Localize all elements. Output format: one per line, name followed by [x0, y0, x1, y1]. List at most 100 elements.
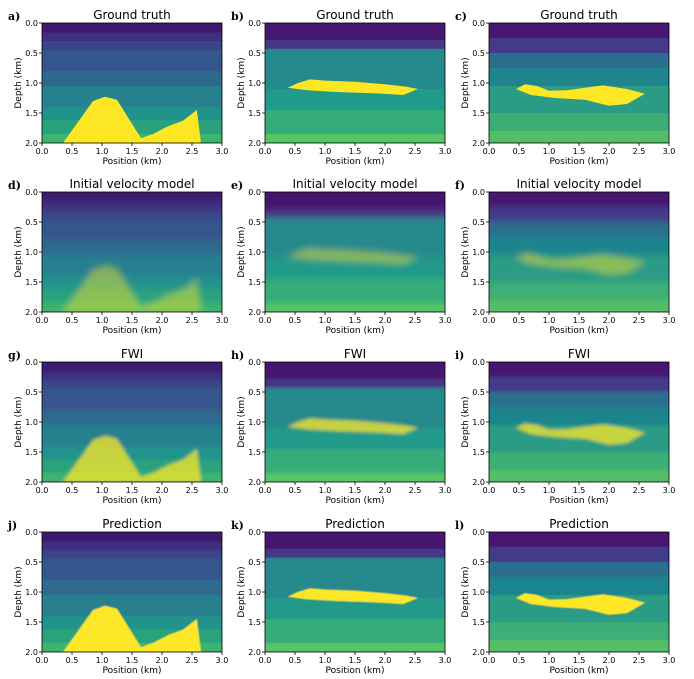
y-tick-label: 2.0	[25, 308, 38, 317]
velocity-layer	[42, 446, 222, 461]
panel-title: Ground truth	[316, 8, 394, 22]
x-tick-label: 1.0	[543, 656, 556, 665]
x-tick-label: 2.5	[186, 147, 199, 156]
heatmap-content	[42, 532, 222, 652]
x-tick-label: 0.0	[483, 147, 496, 156]
y-axis-label: Depth (km)	[14, 396, 24, 447]
y-tick-label: 2.0	[472, 648, 485, 657]
y-tick-label: 0.0	[472, 188, 485, 197]
y-tick-label: 1.5	[25, 109, 38, 118]
x-tick-label: 1.0	[96, 656, 109, 665]
panel-a: Ground truth a) 0.0 0.5 1.0 1.5 2.0 2.5 3.0 0.0 0.…	[8, 8, 229, 167]
panel-label: e)	[231, 179, 243, 192]
y-tick-label: 1.5	[248, 618, 261, 627]
x-tick-label: 1.5	[349, 316, 362, 325]
y-tick-label: 0.5	[472, 388, 485, 397]
y-tick-label: 0.0	[472, 528, 485, 537]
panel-c: Ground truth c) 0.0 0.5 1.0 1.5 2.0 2.5 3.0 0.0 0.…	[455, 8, 675, 167]
x-axis-label: Position (km)	[550, 326, 609, 336]
y-tick-label: 0.0	[248, 188, 261, 197]
velocity-layer	[489, 113, 669, 132]
velocity-layer	[265, 192, 445, 210]
heatmap-area	[265, 23, 445, 143]
heatmap-area	[489, 362, 669, 482]
x-tick-label: 3.0	[663, 486, 676, 495]
velocity-layer	[265, 39, 445, 50]
x-tick-label: 1.5	[349, 147, 362, 156]
velocity-layer	[265, 643, 445, 652]
x-axis-label: Position (km)	[103, 157, 162, 167]
panel-label: g)	[8, 349, 21, 362]
y-tick-label: 2.0	[472, 139, 485, 148]
x-axis-label: Position (km)	[550, 496, 609, 506]
velocity-layer	[42, 107, 222, 122]
y-tick-label: 2.0	[472, 308, 485, 317]
x-tick-label: 2.5	[633, 147, 646, 156]
y-axis-label: Depth (km)	[461, 566, 471, 617]
x-tick-label: 3.0	[216, 147, 229, 156]
anomaly-body	[287, 79, 418, 95]
velocity-layer	[265, 473, 445, 482]
x-tick-label: 1.0	[96, 316, 109, 325]
x-tick-label: 2.0	[379, 656, 392, 665]
x-tick-label: 0.5	[289, 316, 302, 325]
y-tick-label: 1.0	[472, 418, 485, 427]
y-tick-label: 1.0	[472, 588, 485, 597]
panel-title: FWI	[568, 347, 590, 361]
y-tick-label: 1.5	[25, 448, 38, 457]
velocity-layer	[489, 53, 669, 69]
velocity-layer	[489, 547, 669, 563]
x-tick-label: 0.5	[289, 656, 302, 665]
x-tick-label: 0.0	[36, 147, 49, 156]
velocity-layer	[489, 68, 669, 87]
anomaly-body	[287, 418, 418, 434]
heatmap-area	[489, 532, 669, 652]
heatmap-area	[265, 532, 445, 652]
velocity-layer	[42, 210, 222, 220]
x-tick-label: 0.0	[259, 147, 272, 156]
panel-title: Ground truth	[540, 8, 618, 22]
y-tick-label: 2.0	[248, 648, 261, 657]
panel-e: Initial velocity model e) 0.0 0.5 1.0 1.5 2.0 2…	[231, 177, 451, 336]
x-tick-label: 2.5	[409, 656, 422, 665]
velocity-layer	[265, 110, 445, 135]
velocity-layer	[42, 410, 222, 426]
anomaly-body	[516, 423, 645, 445]
panel-l: Prediction l) 0.0 0.5 1.0 1.5 2.0 2.5 3.0 0.0 0.5 1…	[455, 517, 675, 676]
x-tick-label: 2.0	[603, 486, 616, 495]
x-tick-label: 0.0	[36, 316, 49, 325]
y-tick-label: 1.0	[25, 588, 38, 597]
panel-label: f)	[455, 179, 465, 192]
x-tick-label: 2.0	[379, 316, 392, 325]
heatmap-content	[489, 23, 669, 143]
panel-label: k)	[231, 519, 244, 532]
y-tick-label: 2.0	[25, 648, 38, 657]
x-tick-label: 1.5	[573, 656, 586, 665]
y-tick-label: 0.5	[248, 388, 261, 397]
heatmap-area	[42, 362, 222, 482]
y-axis-label: Depth (km)	[461, 226, 471, 277]
y-tick-label: 0.0	[25, 358, 38, 367]
panel-title: FWI	[121, 347, 143, 361]
panel-title: Initial velocity model	[69, 177, 194, 191]
anomaly-body	[63, 265, 201, 312]
velocity-layer	[42, 371, 222, 381]
y-tick-label: 1.0	[25, 418, 38, 427]
panel-title: FWI	[344, 347, 366, 361]
x-tick-label: 0.0	[483, 656, 496, 665]
y-tick-label: 1.5	[25, 618, 38, 627]
y-axis-label: Depth (km)	[237, 396, 247, 447]
x-tick-label: 1.0	[96, 147, 109, 156]
panel-label: c)	[455, 10, 467, 23]
velocity-layer	[42, 276, 222, 291]
anomaly-body	[287, 248, 418, 264]
x-tick-label: 2.0	[603, 656, 616, 665]
y-tick-label: 0.0	[472, 358, 485, 367]
x-tick-label: 1.0	[543, 147, 556, 156]
x-tick-label: 0.5	[66, 656, 79, 665]
x-axis-label: Position (km)	[103, 666, 162, 676]
y-tick-label: 0.5	[25, 218, 38, 227]
x-tick-label: 2.5	[186, 486, 199, 495]
panel-h: FWI h) 0.0 0.5 1.0 1.5 2.0 2.5 3.0 0.0 0.5 1.0 1.5 2.…	[231, 347, 451, 506]
